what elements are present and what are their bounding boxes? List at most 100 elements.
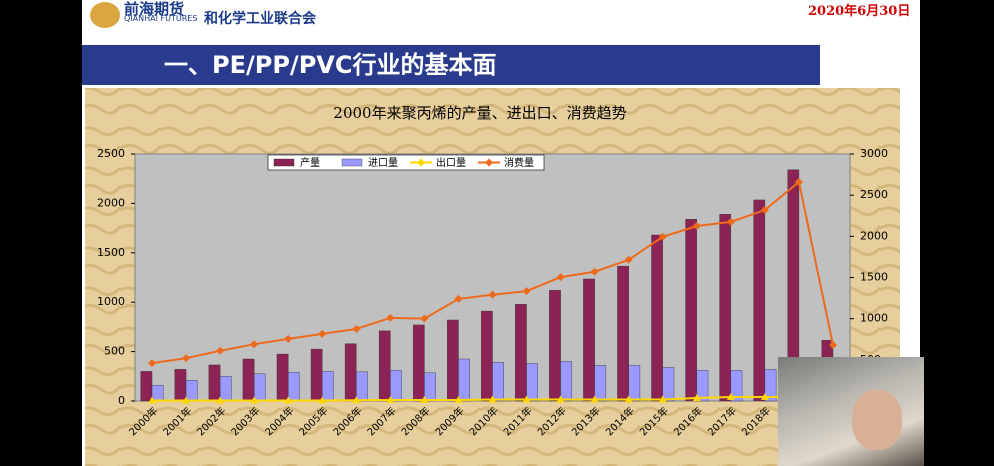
marker: [828, 341, 837, 350]
marker: [794, 177, 803, 186]
bar: [288, 372, 300, 402]
marker: [488, 395, 497, 403]
legend-swatch: [341, 158, 363, 167]
marker: [454, 396, 463, 404]
bar: [390, 370, 402, 402]
logo-sub: QIANHAI FUTURES: [124, 14, 198, 23]
bar: [583, 278, 595, 402]
logo-icon: [90, 2, 120, 28]
marker: [182, 396, 191, 404]
marker: [624, 255, 633, 264]
bar: [174, 369, 187, 402]
bar: [685, 219, 697, 402]
legend-box: [267, 154, 545, 171]
marker: [692, 394, 701, 402]
marker: [488, 290, 497, 299]
bar: [719, 214, 732, 402]
video-overlay: [778, 357, 924, 466]
bar: [276, 353, 289, 402]
bar: [412, 324, 425, 402]
bar: [730, 370, 743, 402]
bar: [344, 343, 357, 402]
marker: [590, 395, 599, 403]
y-tick-label: 1500: [97, 246, 125, 259]
marker: [216, 346, 225, 355]
bar: [526, 363, 538, 402]
marker: [556, 395, 565, 403]
legend-label: 消费量: [504, 156, 534, 169]
marker: [760, 393, 769, 401]
y2-tick-label: 2500: [860, 188, 888, 201]
bar: [310, 348, 323, 402]
bar: [253, 373, 266, 402]
marker: [420, 396, 429, 404]
bar: [549, 290, 561, 402]
bar: [560, 361, 573, 402]
marker: [284, 396, 293, 404]
line: [152, 396, 799, 402]
bar: [322, 371, 334, 402]
marker: [352, 396, 361, 404]
bar: [219, 376, 232, 402]
marker: [318, 329, 327, 338]
bar: [492, 362, 504, 402]
bar: [424, 372, 436, 402]
marker: [386, 313, 395, 322]
marker: [386, 396, 395, 404]
bar: [696, 370, 709, 402]
marker: [148, 396, 157, 404]
chart-title: 2000年来聚丙烯的产量、进出口、消费趋势: [333, 104, 626, 122]
y-tick-label: 0: [118, 394, 125, 407]
legend-label: 出口量: [436, 156, 466, 169]
marker: [658, 395, 667, 403]
bar: [378, 330, 391, 402]
marker: [522, 287, 531, 296]
marker: [590, 267, 599, 276]
bar: [356, 371, 368, 402]
y-tick-label: 2500: [97, 147, 125, 160]
marker: [760, 205, 769, 214]
y-tick-label: 500: [104, 345, 125, 358]
bar: [662, 367, 675, 402]
marker: [250, 396, 259, 404]
bar: [515, 303, 527, 402]
bar: [242, 358, 255, 402]
y-tick-label: 1000: [97, 295, 125, 308]
marker: [658, 232, 667, 241]
bar: [140, 371, 153, 402]
bar: [458, 358, 470, 402]
slide-title: 一、PE/PP/PVC行业的基本面: [82, 45, 820, 85]
bar: [151, 384, 164, 402]
bar: [617, 265, 629, 402]
marker: [522, 395, 531, 403]
y-tick-label: 2000: [97, 196, 125, 209]
legend-marker: [485, 158, 493, 167]
bar: [594, 365, 607, 402]
marker: [726, 217, 735, 226]
bar: [447, 319, 459, 402]
y2-tick-label: 1000: [860, 312, 888, 325]
legend-marker: [417, 158, 425, 167]
y2-tick-label: 2000: [860, 229, 888, 242]
legend-label: 产量: [300, 156, 320, 169]
bar: [651, 234, 663, 402]
marker: [318, 396, 327, 404]
marker: [420, 314, 429, 323]
marker: [284, 334, 293, 343]
bar: [208, 364, 221, 402]
bar: [185, 380, 198, 402]
org-name: 和化学工业联合会: [204, 11, 316, 27]
marker: [624, 395, 633, 403]
legend-label: 进口量: [368, 157, 398, 169]
marker: [556, 273, 565, 282]
marker: [216, 396, 225, 404]
marker: [148, 359, 157, 368]
bar: [628, 365, 641, 402]
marker: [726, 393, 735, 401]
y2-tick-label: 1500: [860, 271, 888, 284]
marker: [692, 222, 701, 231]
legend-swatch: [273, 158, 295, 167]
bar: [481, 310, 493, 402]
